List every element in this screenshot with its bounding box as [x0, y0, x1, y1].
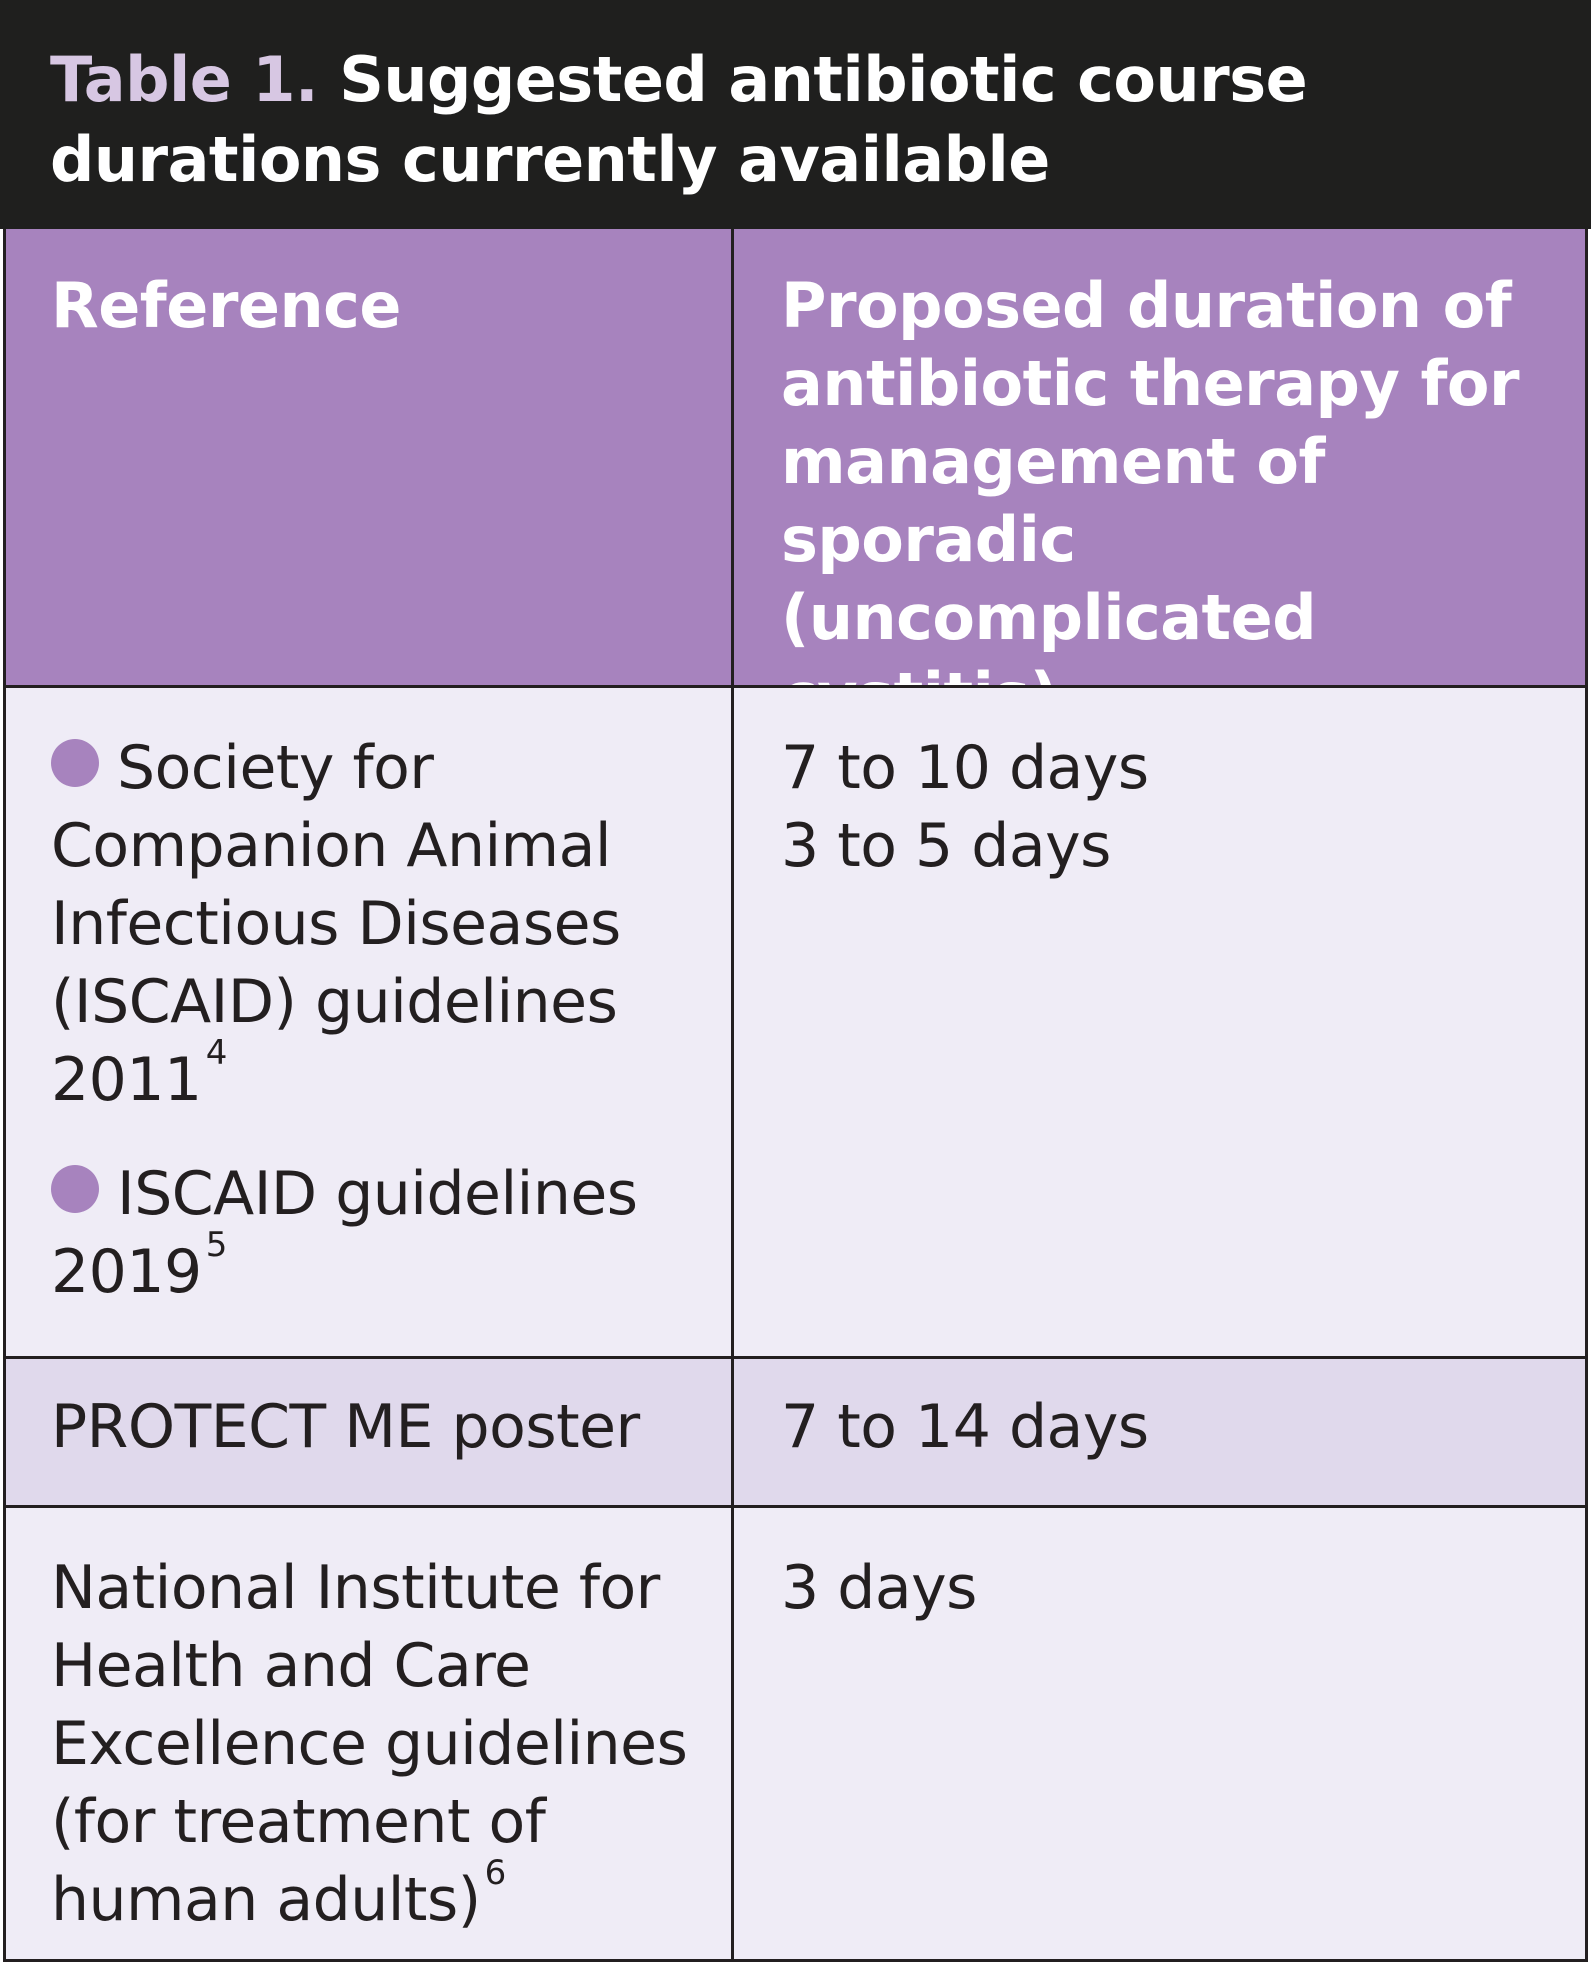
reference-entry: ISCAID guidelines 2019 5 [51, 1155, 723, 1311]
reference-text: PROTECT ME poster [51, 1392, 640, 1462]
table-row-2-reference: PROTECT ME poster [3, 1358, 733, 1507]
reference-text: National Institute for Health and Care E… [51, 1553, 688, 1935]
duration-value: 7 to 10 days [781, 733, 1149, 803]
bullet-icon [51, 1165, 99, 1214]
footnote-ref: 5 [205, 1225, 228, 1265]
footnote-ref: 6 [484, 1853, 507, 1893]
header-duration: Proposed duration of antibiotic therapy … [733, 229, 1588, 732]
table-row-3-duration: 3 days [733, 1507, 1588, 1962]
duration-value: 7 to 14 days [781, 1392, 1149, 1462]
reference-text: ISCAID guidelines 2019 [51, 1159, 638, 1307]
table-label: Table 1. [50, 43, 319, 116]
table-caption: Table 1. Suggested antibiotic course dur… [0, 0, 1591, 229]
row-divider [3, 685, 1588, 688]
table-row-2-duration: 7 to 14 days [733, 1358, 1588, 1507]
table-grid: Reference Proposed duration of antibioti… [3, 229, 1588, 1962]
table-row-3-reference: National Institute for Health and Care E… [3, 1507, 733, 1962]
row-divider [3, 1356, 1588, 1359]
bullet-icon [51, 739, 99, 788]
duration-value: 3 days [781, 1553, 977, 1623]
table-row-1-reference: Society for Companion Animal Infectious … [3, 687, 733, 1358]
table-row-1-duration: 7 to 10 days 3 to 5 days [733, 687, 1588, 1358]
row-divider [3, 1505, 1588, 1508]
column-divider [731, 229, 734, 1962]
reference-text: Society for Companion Animal Infectious … [51, 733, 621, 1115]
footnote-ref: 4 [205, 1033, 228, 1073]
header-reference: Reference [3, 229, 733, 687]
table-title: Suggested antibiotic course durations cu… [50, 43, 1308, 196]
reference-entry: Society for Companion Animal Infectious … [51, 729, 723, 1119]
duration-value: 3 to 5 days [781, 811, 1111, 881]
